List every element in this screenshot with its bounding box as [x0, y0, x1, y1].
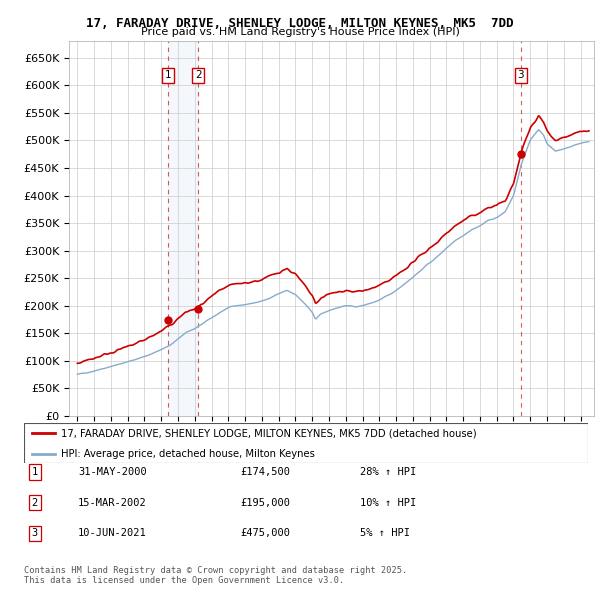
- Text: 2: 2: [195, 70, 202, 80]
- Text: Contains HM Land Registry data © Crown copyright and database right 2025.
This d: Contains HM Land Registry data © Crown c…: [24, 566, 407, 585]
- Text: 17, FARADAY DRIVE, SHENLEY LODGE, MILTON KEYNES, MK5 7DD (detached house): 17, FARADAY DRIVE, SHENLEY LODGE, MILTON…: [61, 428, 476, 438]
- Text: £174,500: £174,500: [240, 467, 290, 477]
- Text: 31-MAY-2000: 31-MAY-2000: [78, 467, 147, 477]
- Text: 17, FARADAY DRIVE, SHENLEY LODGE, MILTON KEYNES, MK5  7DD: 17, FARADAY DRIVE, SHENLEY LODGE, MILTON…: [86, 17, 514, 30]
- Text: HPI: Average price, detached house, Milton Keynes: HPI: Average price, detached house, Milt…: [61, 448, 314, 458]
- Text: 1: 1: [32, 467, 38, 477]
- Text: 3: 3: [32, 529, 38, 538]
- Text: 10-JUN-2021: 10-JUN-2021: [78, 529, 147, 538]
- Text: £475,000: £475,000: [240, 529, 290, 538]
- Text: 5% ↑ HPI: 5% ↑ HPI: [360, 529, 410, 538]
- Text: 1: 1: [165, 70, 172, 80]
- Text: 28% ↑ HPI: 28% ↑ HPI: [360, 467, 416, 477]
- Bar: [168, 41, 198, 416]
- Text: 15-MAR-2002: 15-MAR-2002: [78, 498, 147, 507]
- Text: £195,000: £195,000: [240, 498, 290, 507]
- Text: Price paid vs. HM Land Registry's House Price Index (HPI): Price paid vs. HM Land Registry's House …: [140, 27, 460, 37]
- Text: 2: 2: [32, 498, 38, 507]
- Text: 3: 3: [518, 70, 524, 80]
- Text: 10% ↑ HPI: 10% ↑ HPI: [360, 498, 416, 507]
- FancyBboxPatch shape: [24, 423, 588, 463]
